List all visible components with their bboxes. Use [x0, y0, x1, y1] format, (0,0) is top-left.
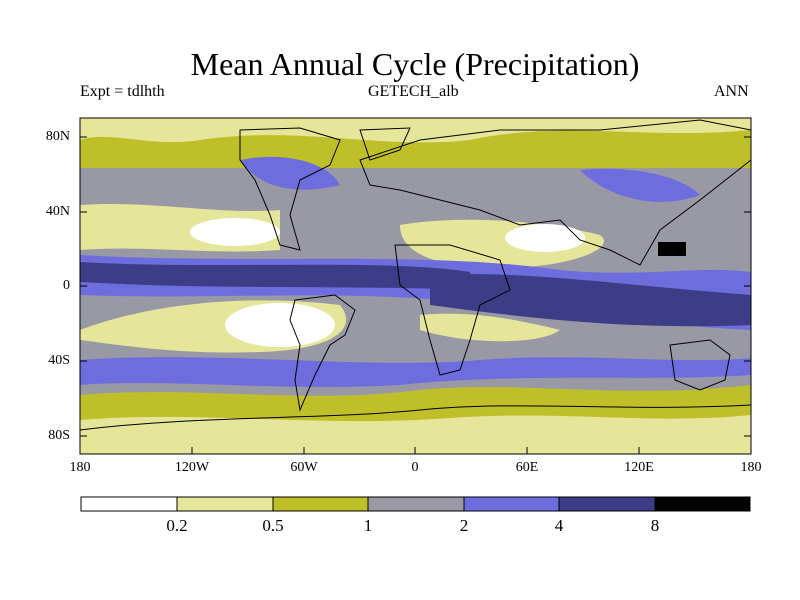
- field-south-light: [80, 415, 751, 454]
- coastline-eurasia: [359, 119, 751, 266]
- colorbar-segment-6: [654, 496, 751, 512]
- map-field: [80, 118, 751, 454]
- field-north-pacific-storm: [580, 168, 700, 202]
- coastline-greenland: [359, 127, 411, 161]
- coastline-africa: [394, 244, 511, 376]
- colorbar-label-2: 2: [459, 516, 469, 535]
- axis-ticks: [79, 136, 752, 454]
- coastline-antarctica: [80, 404, 751, 431]
- lat-label-80n: 80N: [45, 129, 70, 144]
- season-label: ANN: [714, 83, 749, 100]
- lat-label-40s: 40S: [48, 353, 70, 368]
- colorbar-label-4: 4: [554, 516, 564, 535]
- map-title: Mean Annual Cycle (Precipitation): [190, 46, 640, 82]
- colorbar-segment-2: [272, 496, 369, 512]
- colorbar: [80, 496, 751, 512]
- field-ss-dry-atlantic: [420, 313, 560, 342]
- lon-label-180e: 180: [740, 460, 762, 475]
- field-north-light: [80, 118, 751, 143]
- lon-label-60e: 60E: [515, 460, 539, 475]
- dataset-label: GETECH_alb: [368, 83, 459, 100]
- coastline-south-america: [289, 294, 356, 412]
- colorbar-label-0-5: 0.5: [262, 516, 284, 535]
- field-southern-storm: [80, 357, 751, 388]
- field-arabia: [505, 224, 585, 252]
- field-ns-desert-pacific: [190, 218, 280, 246]
- field-north-atlantic-storm: [240, 156, 340, 190]
- lon-label-60w: 60W: [290, 460, 318, 475]
- lon-label-120w: 120W: [174, 460, 210, 475]
- lon-label-180w: 180: [69, 460, 91, 475]
- experiment-label: Expt = tdlhth: [80, 83, 165, 100]
- lat-label-0: 0: [63, 278, 70, 293]
- colorbar-segment-4: [463, 496, 560, 512]
- lon-label-0: 0: [411, 460, 419, 475]
- coastline-north-america: [239, 127, 341, 251]
- field-itcz-core: [80, 262, 470, 290]
- field-ss-desert-pacific: [225, 303, 335, 347]
- colorbar-label-8: 8: [650, 516, 660, 535]
- colorbar-segment-1: [176, 496, 274, 512]
- coastline-australia: [669, 339, 731, 391]
- field-max-cell: [658, 242, 686, 256]
- coastlines: [80, 119, 751, 431]
- lon-label-120e: 120E: [624, 460, 654, 475]
- field-indopacific-core: [430, 274, 751, 327]
- colorbar-label-0-2: 0.2: [166, 516, 188, 535]
- colorbar-segment-3: [367, 496, 465, 512]
- colorbar-segment-5: [558, 496, 656, 512]
- lat-label-40n: 40N: [45, 204, 70, 219]
- colorbar-label-1: 1: [363, 516, 373, 535]
- colorbar-segment-0: [80, 496, 178, 512]
- lat-label-80s: 80S: [48, 428, 70, 443]
